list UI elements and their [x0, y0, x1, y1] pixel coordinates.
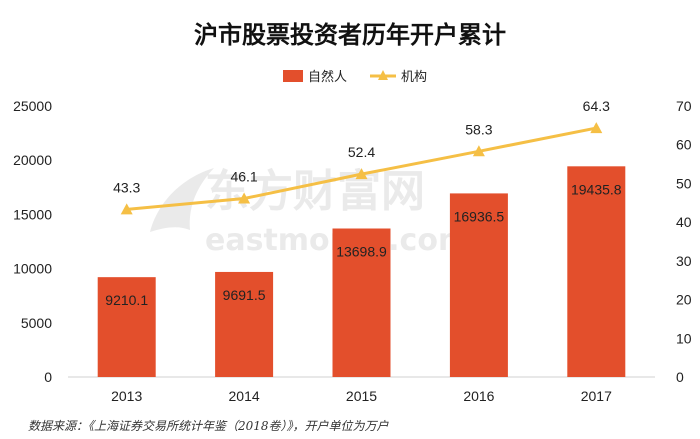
line-point-triangle-icon [472, 145, 485, 157]
legend-item-bar[interactable]: 自然人 [283, 69, 347, 85]
y-right-tick-label: 70 [676, 98, 692, 114]
bar [332, 228, 391, 377]
y-right-tick-label: 30 [676, 253, 692, 269]
y-left-tick-label: 25000 [13, 98, 52, 114]
legend-line-label: 机构 [401, 70, 427, 85]
line-data-label: 43.3 [113, 179, 140, 195]
plot-area: 0 5000 10000 15000 20000 25000 0 10 20 30 40 50 60 70… [13, 98, 692, 404]
line-data-label: 52.4 [348, 144, 375, 160]
legend: 自然人 机构 [283, 69, 427, 85]
bar-data-label: 13698.9 [336, 244, 387, 260]
x-tick-label: 2017 [581, 388, 612, 404]
legend-triangle-icon [378, 70, 388, 80]
y-left-tick-label: 10000 [13, 261, 52, 277]
bar [449, 193, 508, 377]
line-data-label: 46.1 [230, 169, 257, 185]
x-tick-label: 2015 [346, 388, 377, 404]
y-right-tick-label: 0 [676, 369, 684, 385]
y-left-tick-label: 0 [44, 369, 52, 385]
line-point-triangle-icon [120, 203, 133, 215]
bar [567, 166, 626, 377]
line-point-triangle-icon [238, 192, 251, 204]
y-left-tick-label: 5000 [21, 315, 52, 331]
x-tick-label: 2016 [463, 388, 494, 404]
y-right-tick-label: 40 [676, 214, 692, 230]
x-tick-label: 2013 [111, 388, 142, 404]
chart-title: 沪市股票投资者历年开户累计 [194, 21, 506, 49]
bar-data-label: 9691.5 [223, 287, 266, 303]
y-right-tick-label: 50 [676, 175, 692, 191]
legend-bar-swatch [283, 70, 303, 82]
watermark: 东方财富网 eastmoney.com [150, 166, 469, 258]
source-note: 数据来源：《上海证券交易所统计年鉴（2018卷）》，开户单位为万户 [28, 419, 390, 433]
watermark-logo-icon [150, 168, 214, 232]
watermark-brand: 东方财富网 [205, 166, 425, 217]
line-point-triangle-icon [355, 168, 368, 180]
y-right-tick-label: 60 [676, 137, 692, 153]
legend-item-line[interactable]: 机构 [370, 70, 427, 85]
bar-data-label: 16936.5 [454, 208, 505, 224]
y-left-tick-label: 15000 [13, 206, 52, 222]
x-tick-label: 2014 [229, 388, 260, 404]
bar [97, 277, 156, 377]
y-left-tick-label: 20000 [13, 152, 52, 168]
bar [215, 271, 274, 377]
bar-data-label: 19435.8 [571, 181, 622, 197]
line-data-label: 58.3 [465, 121, 492, 137]
line-point-triangle-icon [590, 122, 603, 134]
line-data-label: 64.3 [583, 98, 610, 114]
bar-data-label: 9210.1 [105, 292, 148, 308]
y-right-tick-label: 10 [676, 330, 692, 346]
legend-bar-label: 自然人 [308, 69, 347, 85]
y-right-tick-label: 20 [676, 292, 692, 308]
